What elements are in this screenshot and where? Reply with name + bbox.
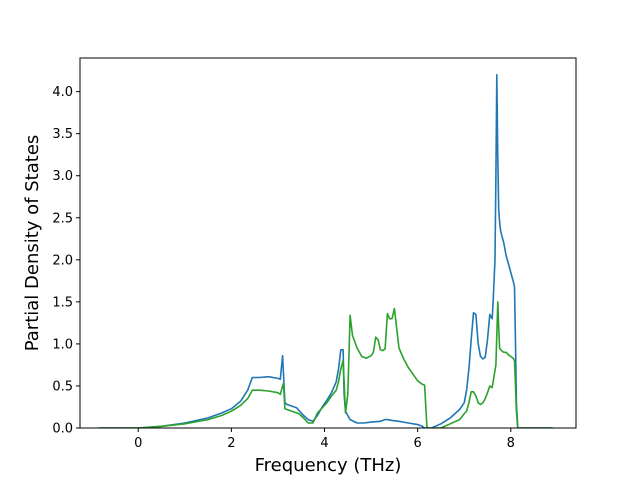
x-tick-label: 0 — [134, 436, 142, 451]
y-tick-label: 2.0 — [52, 253, 73, 268]
axes-frame — [79, 57, 577, 429]
x-axis-label: Frequency (THz) — [255, 455, 402, 476]
y-tick-label: 1.5 — [52, 295, 73, 310]
y-tick-label: 1.0 — [52, 337, 73, 352]
x-tick-label: 4 — [320, 436, 328, 451]
series-line-2 — [98, 301, 553, 428]
x-tick-label: 6 — [414, 436, 422, 451]
y-tick-label: 3.5 — [52, 127, 73, 142]
y-axis-label: Partial Density of States — [22, 135, 43, 352]
series-line-1 — [98, 74, 553, 428]
plot-lines — [98, 74, 553, 428]
y-tick-label: 4.0 — [52, 85, 73, 100]
y-tick-label: 2.5 — [52, 211, 73, 226]
y-tick-label: 0.0 — [52, 422, 73, 437]
y-axis-ticks: 0.0 0.5 1.0 1.5 2.0 2.5 3.0 3.5 4.0 — [52, 85, 80, 437]
y-tick-label: 3.0 — [52, 169, 73, 184]
x-tick-label: 2 — [227, 436, 235, 451]
y-tick-label: 0.5 — [52, 379, 73, 394]
x-axis-ticks: 0 2 4 6 8 — [134, 428, 515, 451]
x-tick-label: 8 — [507, 436, 515, 451]
